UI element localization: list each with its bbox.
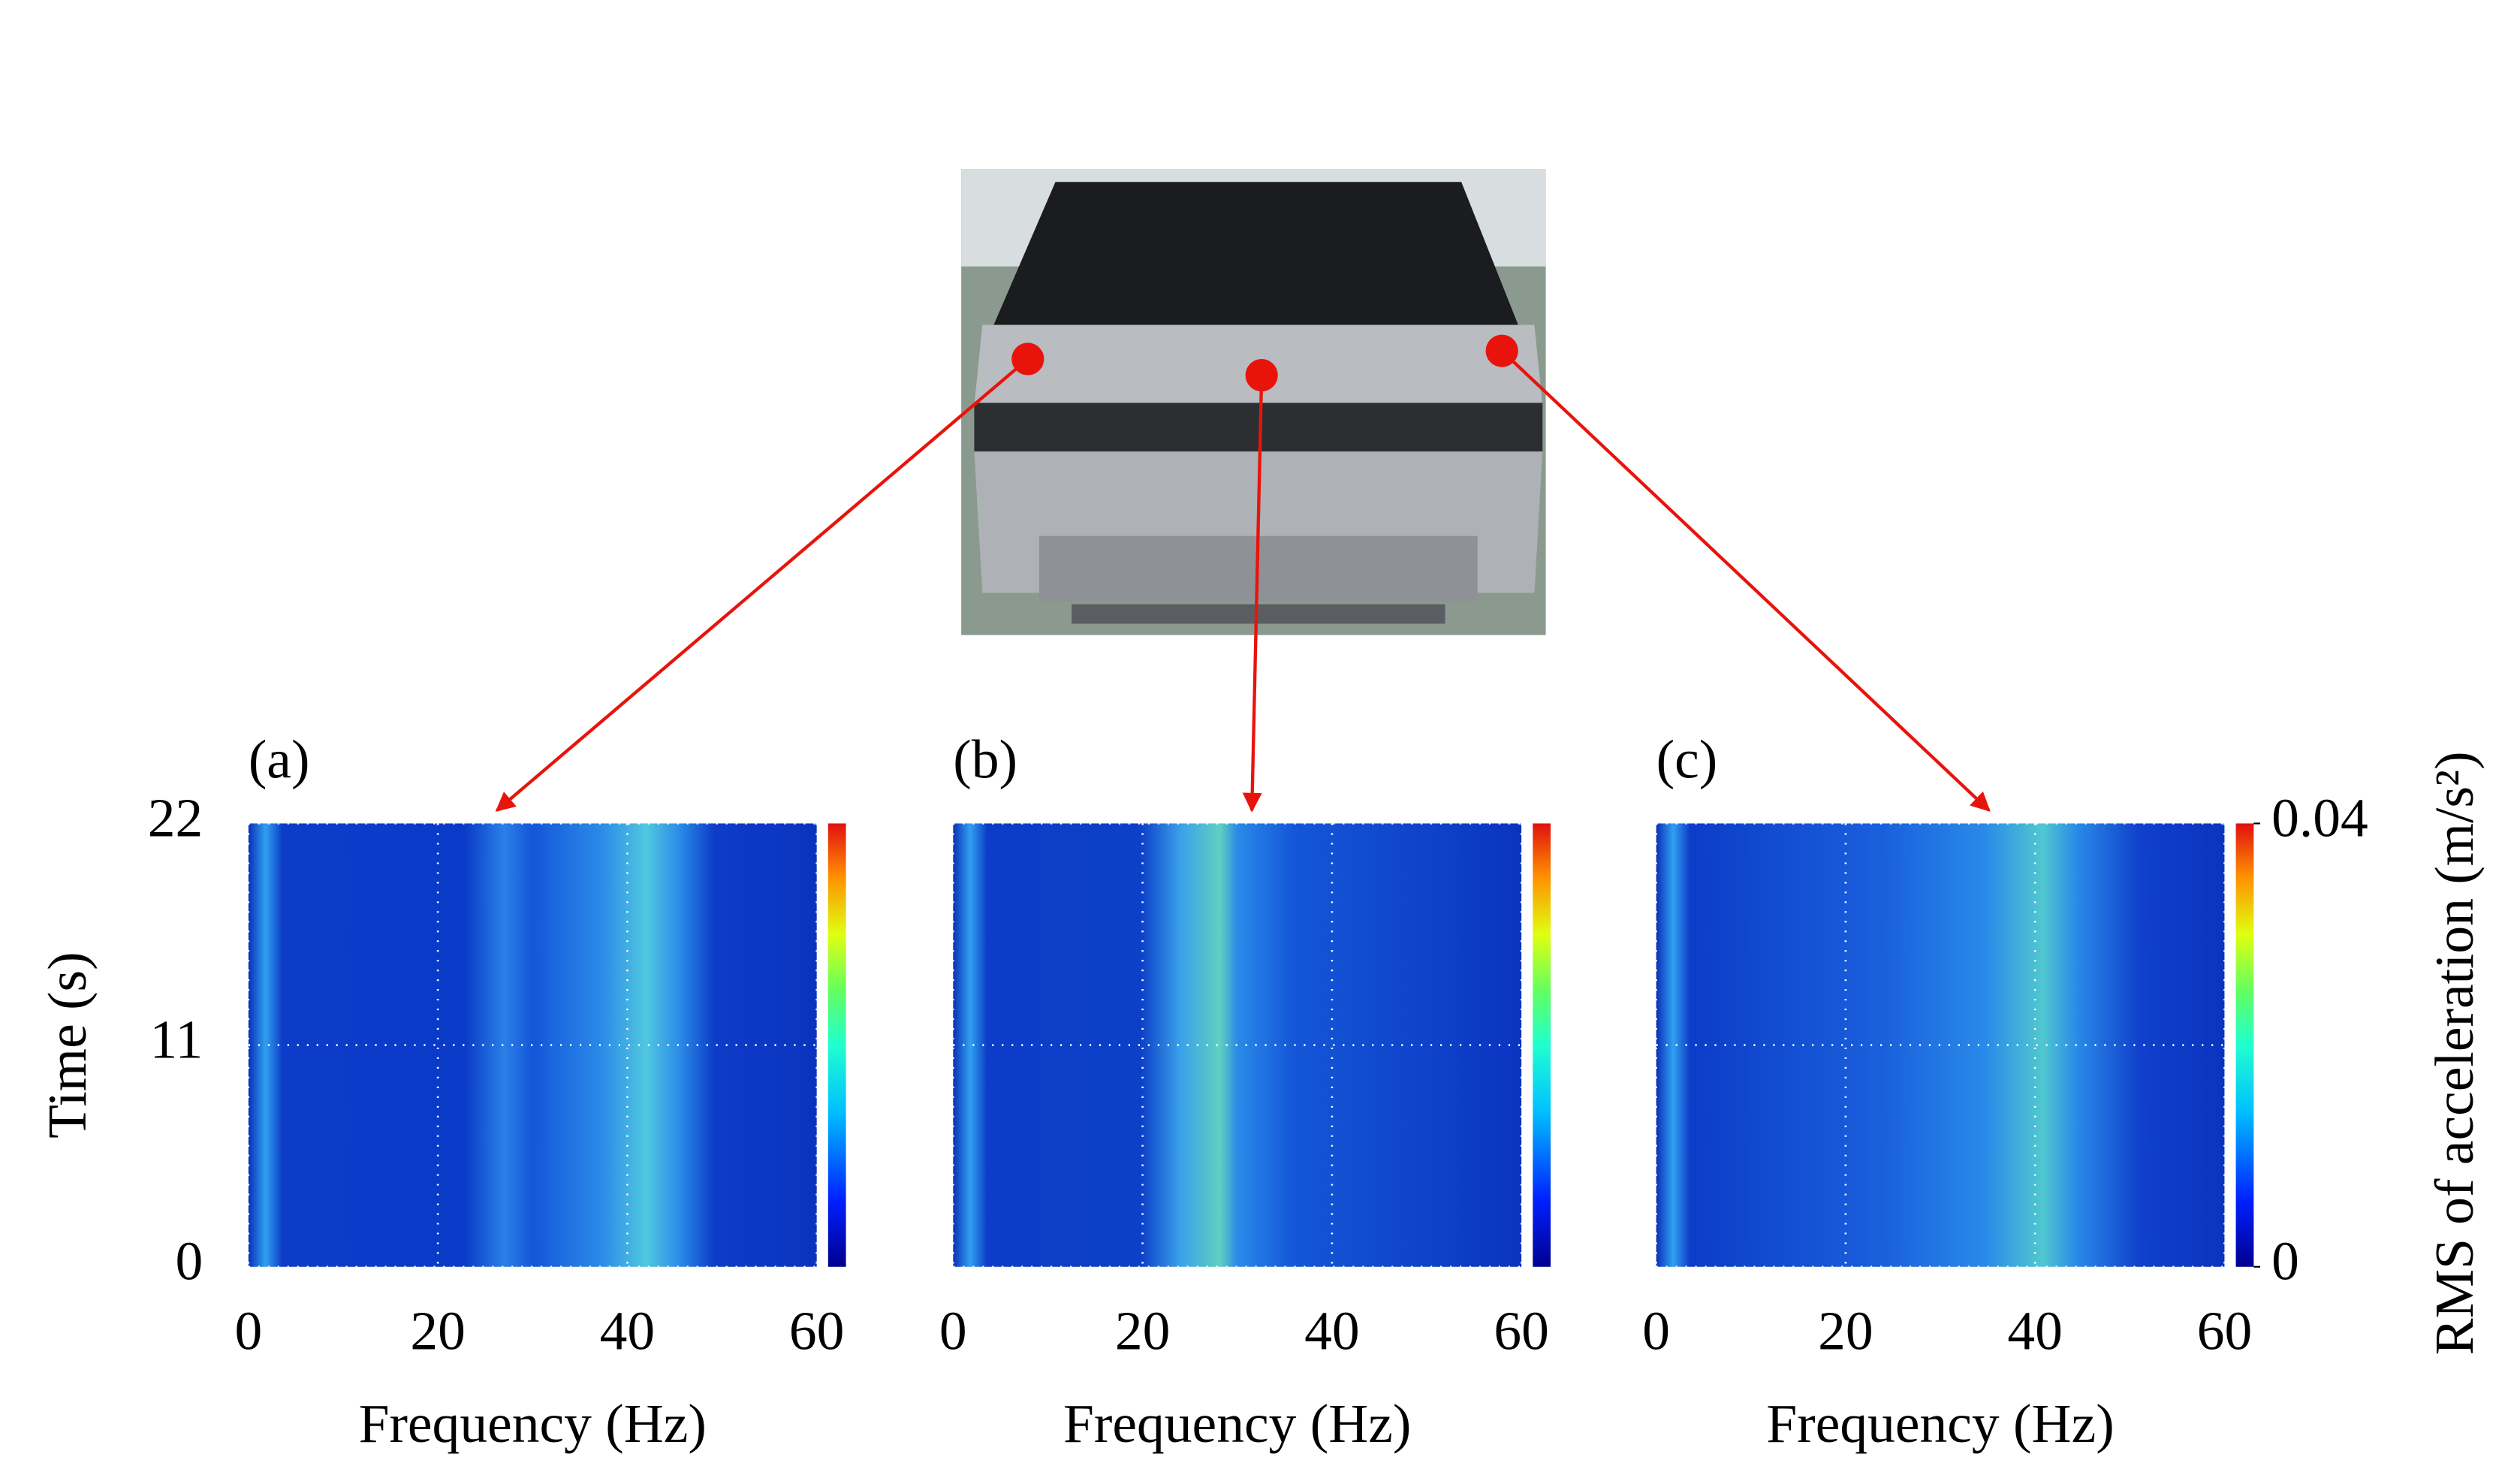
- y-axis-label: Time (s): [36, 952, 98, 1139]
- colorbar: [827, 823, 846, 1267]
- car-photo: [961, 169, 1546, 635]
- x-tick-label: 20: [1115, 1300, 1171, 1362]
- x-axis-label: Frequency (Hz): [359, 1392, 707, 1454]
- arrows: [495, 349, 1991, 813]
- x-tick-label: 60: [789, 1300, 845, 1362]
- panel-label: (a): [249, 728, 310, 789]
- arrow: [1242, 375, 1264, 813]
- panel-label: (c): [1656, 728, 1718, 789]
- sensor-point: [1011, 342, 1044, 376]
- sensor-points: [1011, 334, 1518, 392]
- sensor-point: [1485, 334, 1518, 367]
- x-tick-label: 40: [2007, 1300, 2063, 1362]
- colorbar: [1533, 823, 1551, 1267]
- y-tick-label: 22: [148, 786, 203, 848]
- x-tick-label: 0: [939, 1300, 967, 1362]
- x-tick-label: 20: [410, 1300, 466, 1362]
- x-tick-label: 20: [1818, 1300, 1873, 1362]
- colorbar: [2235, 823, 2254, 1267]
- x-tick-label: 40: [600, 1300, 656, 1362]
- colorbar-tick-label: 0: [2271, 1230, 2299, 1292]
- y-tick-label: 0: [176, 1230, 203, 1292]
- x-tick-label: 40: [1304, 1300, 1360, 1362]
- colorbar-tick-label: 0.04: [2271, 786, 2368, 848]
- x-tick-label: 0: [234, 1300, 262, 1362]
- y-tick-label: 11: [149, 1008, 203, 1069]
- x-axis-label: Frequency (Hz): [1766, 1392, 2114, 1454]
- spectrogram: [1656, 823, 2225, 1267]
- x-tick-label: 60: [2197, 1300, 2253, 1362]
- x-axis-label: Frequency (Hz): [1063, 1392, 1411, 1454]
- arrow: [1500, 349, 1991, 812]
- x-tick-label: 0: [1642, 1300, 1670, 1362]
- x-tick-label: 60: [1494, 1300, 1549, 1362]
- panel-label: (b): [953, 728, 1017, 789]
- colorbar-label: RMS of acceleration (m/s²): [2423, 751, 2485, 1355]
- sensor-point: [1245, 359, 1278, 392]
- arrow: [495, 357, 1029, 812]
